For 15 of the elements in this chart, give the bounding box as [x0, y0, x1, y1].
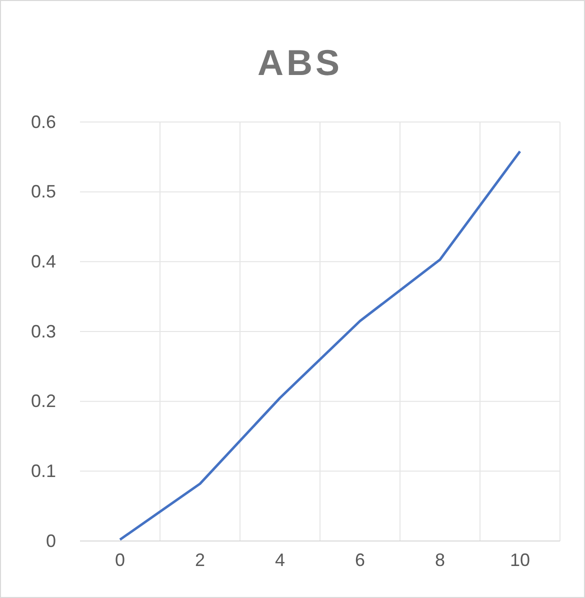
- y-tick-label: 0.6: [30, 112, 56, 132]
- x-tick-label: 6: [354, 550, 366, 570]
- y-tick-label: 0.1: [30, 460, 56, 481]
- y-tick-label: 0.5: [30, 182, 56, 202]
- chart-title: ABS: [257, 42, 343, 83]
- y-tick-label: 0.3: [30, 321, 56, 342]
- y-tick-label: 0.2: [30, 391, 56, 412]
- x-tick-label: 0: [114, 550, 126, 570]
- y-tick-label: 0: [46, 530, 56, 551]
- x-tick-label: 4: [274, 550, 286, 570]
- x-tick-label: 8: [434, 550, 446, 570]
- x-tick-label: 10: [510, 550, 530, 570]
- x-tick-label: 2: [194, 550, 206, 570]
- y-tick-label: 0.4: [30, 251, 56, 272]
- line-series: [118, 150, 522, 541]
